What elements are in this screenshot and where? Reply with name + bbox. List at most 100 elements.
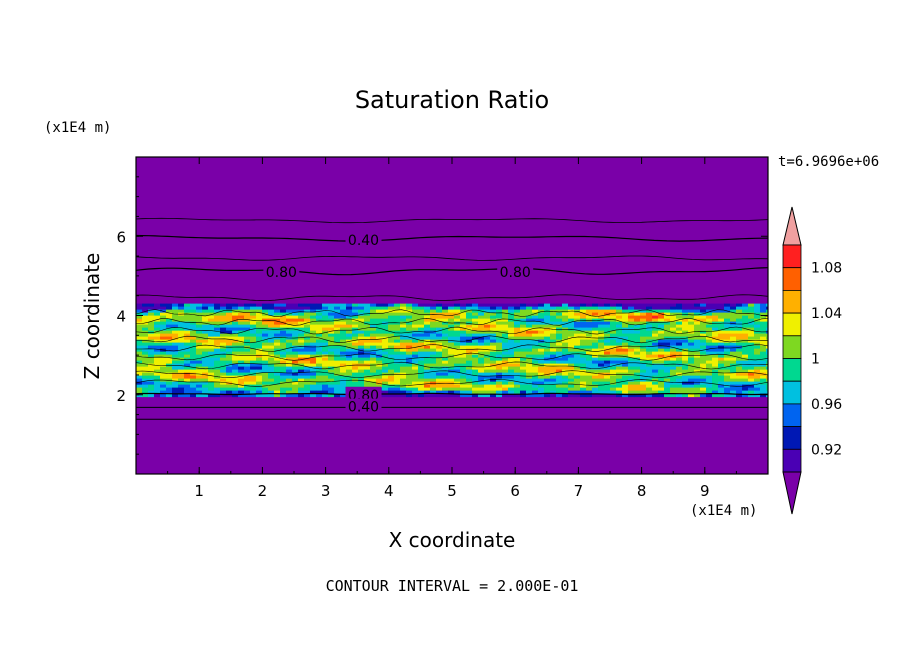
colorbar-tick-label: 1 [811, 352, 820, 368]
heatmap-cell [730, 309, 737, 314]
heatmap-cell [688, 321, 695, 326]
heatmap-cell [466, 387, 473, 392]
heatmap-cell [424, 375, 431, 380]
heatmap-cell [568, 384, 575, 389]
contour-line [136, 361, 768, 370]
heatmap-cell [310, 372, 317, 377]
heatmap-cell [340, 375, 347, 380]
heatmap-cell [760, 384, 767, 389]
heatmap-cell [400, 336, 407, 341]
heatmap-cell [154, 360, 161, 365]
heatmap-cell [400, 384, 407, 389]
heatmap-cell [562, 357, 569, 362]
heatmap-cell [310, 345, 317, 350]
heatmap-cell [142, 324, 149, 329]
heatmap-cell [664, 351, 671, 356]
heatmap-cell [466, 348, 473, 353]
heatmap-cell [484, 318, 491, 323]
heatmap-cell [214, 351, 221, 356]
heatmap-cell [172, 315, 179, 320]
heatmap-cell [616, 354, 623, 359]
heatmap-cell [280, 309, 287, 314]
heatmap-cell [760, 318, 767, 323]
heatmap-cell [202, 348, 209, 353]
heatmap-cell [460, 315, 467, 320]
heatmap-cell [670, 315, 677, 320]
heatmap-cell [376, 375, 383, 380]
heatmap-cell [178, 369, 185, 374]
heatmap-cell [316, 378, 323, 383]
heatmap-cell [436, 354, 443, 359]
heatmap-cell [706, 357, 713, 362]
heatmap-cell [592, 345, 599, 350]
heatmap-cell [706, 384, 713, 389]
heatmap-cell [286, 354, 293, 359]
heatmap-cell [604, 378, 611, 383]
heatmap-cell [190, 369, 197, 374]
heatmap-cell [502, 387, 509, 392]
heatmap-cell [466, 312, 473, 317]
heatmap-cell [322, 306, 329, 311]
heatmap-cell [154, 333, 161, 338]
heatmap-cell [652, 381, 659, 386]
heatmap-cell [370, 381, 377, 386]
heatmap-cell [544, 354, 551, 359]
heatmap-cell [478, 315, 485, 320]
heatmap-cell [478, 318, 485, 323]
heatmap-cell [484, 351, 491, 356]
heatmap-cell [622, 387, 629, 392]
heatmap-cell [214, 393, 221, 398]
heatmap-cell [202, 393, 209, 398]
heatmap-cell [688, 357, 695, 362]
heatmap-cell [250, 327, 257, 332]
heatmap-cell [376, 345, 383, 350]
heatmap-cell [160, 327, 167, 332]
heatmap-cell [298, 381, 305, 386]
heatmap-cell [766, 357, 768, 362]
heatmap-cell [760, 369, 767, 374]
heatmap-cell [388, 384, 395, 389]
heatmap-cell [280, 330, 287, 335]
heatmap-cell [520, 303, 527, 308]
heatmap-cell [760, 393, 767, 398]
heatmap-cell [448, 321, 455, 326]
heatmap-cell [586, 372, 593, 377]
heatmap-cell [346, 348, 353, 353]
heatmap-cell [436, 324, 443, 329]
heatmap-cell [526, 378, 533, 383]
heatmap-cell [538, 378, 545, 383]
heatmap-cell [430, 357, 437, 362]
heatmap-cell [526, 363, 533, 368]
heatmap-cell [358, 330, 365, 335]
heatmap-cell [490, 342, 497, 347]
heatmap-cell [262, 339, 269, 344]
heatmap-cell [358, 351, 365, 356]
heatmap-cell [460, 303, 467, 308]
heatmap-cell [514, 303, 521, 308]
heatmap-cell [676, 321, 683, 326]
heatmap-cell [670, 375, 677, 380]
heatmap-cell [562, 354, 569, 359]
heatmap-cell [442, 333, 449, 338]
heatmap-cell [688, 318, 695, 323]
heatmap-cell [616, 393, 623, 398]
heatmap-cell [382, 303, 389, 308]
heatmap-cell [610, 357, 617, 362]
heatmap-cell [310, 354, 317, 359]
heatmap-cell [730, 336, 737, 341]
heatmap-cell [310, 342, 317, 347]
heatmap-cell [646, 345, 653, 350]
heatmap-cell [472, 348, 479, 353]
heatmap-cell [430, 351, 437, 356]
heatmap-cell [196, 318, 203, 323]
heatmap-cell [262, 309, 269, 314]
heatmap-cell [142, 327, 149, 332]
heatmap-cell [208, 345, 215, 350]
heatmap-cell [310, 351, 317, 356]
heatmap-cell [316, 318, 323, 323]
heatmap-cell [670, 354, 677, 359]
heatmap-cell [250, 303, 257, 308]
heatmap-cell [532, 339, 539, 344]
heatmap-cell [460, 393, 467, 398]
heatmap-cell [346, 312, 353, 317]
